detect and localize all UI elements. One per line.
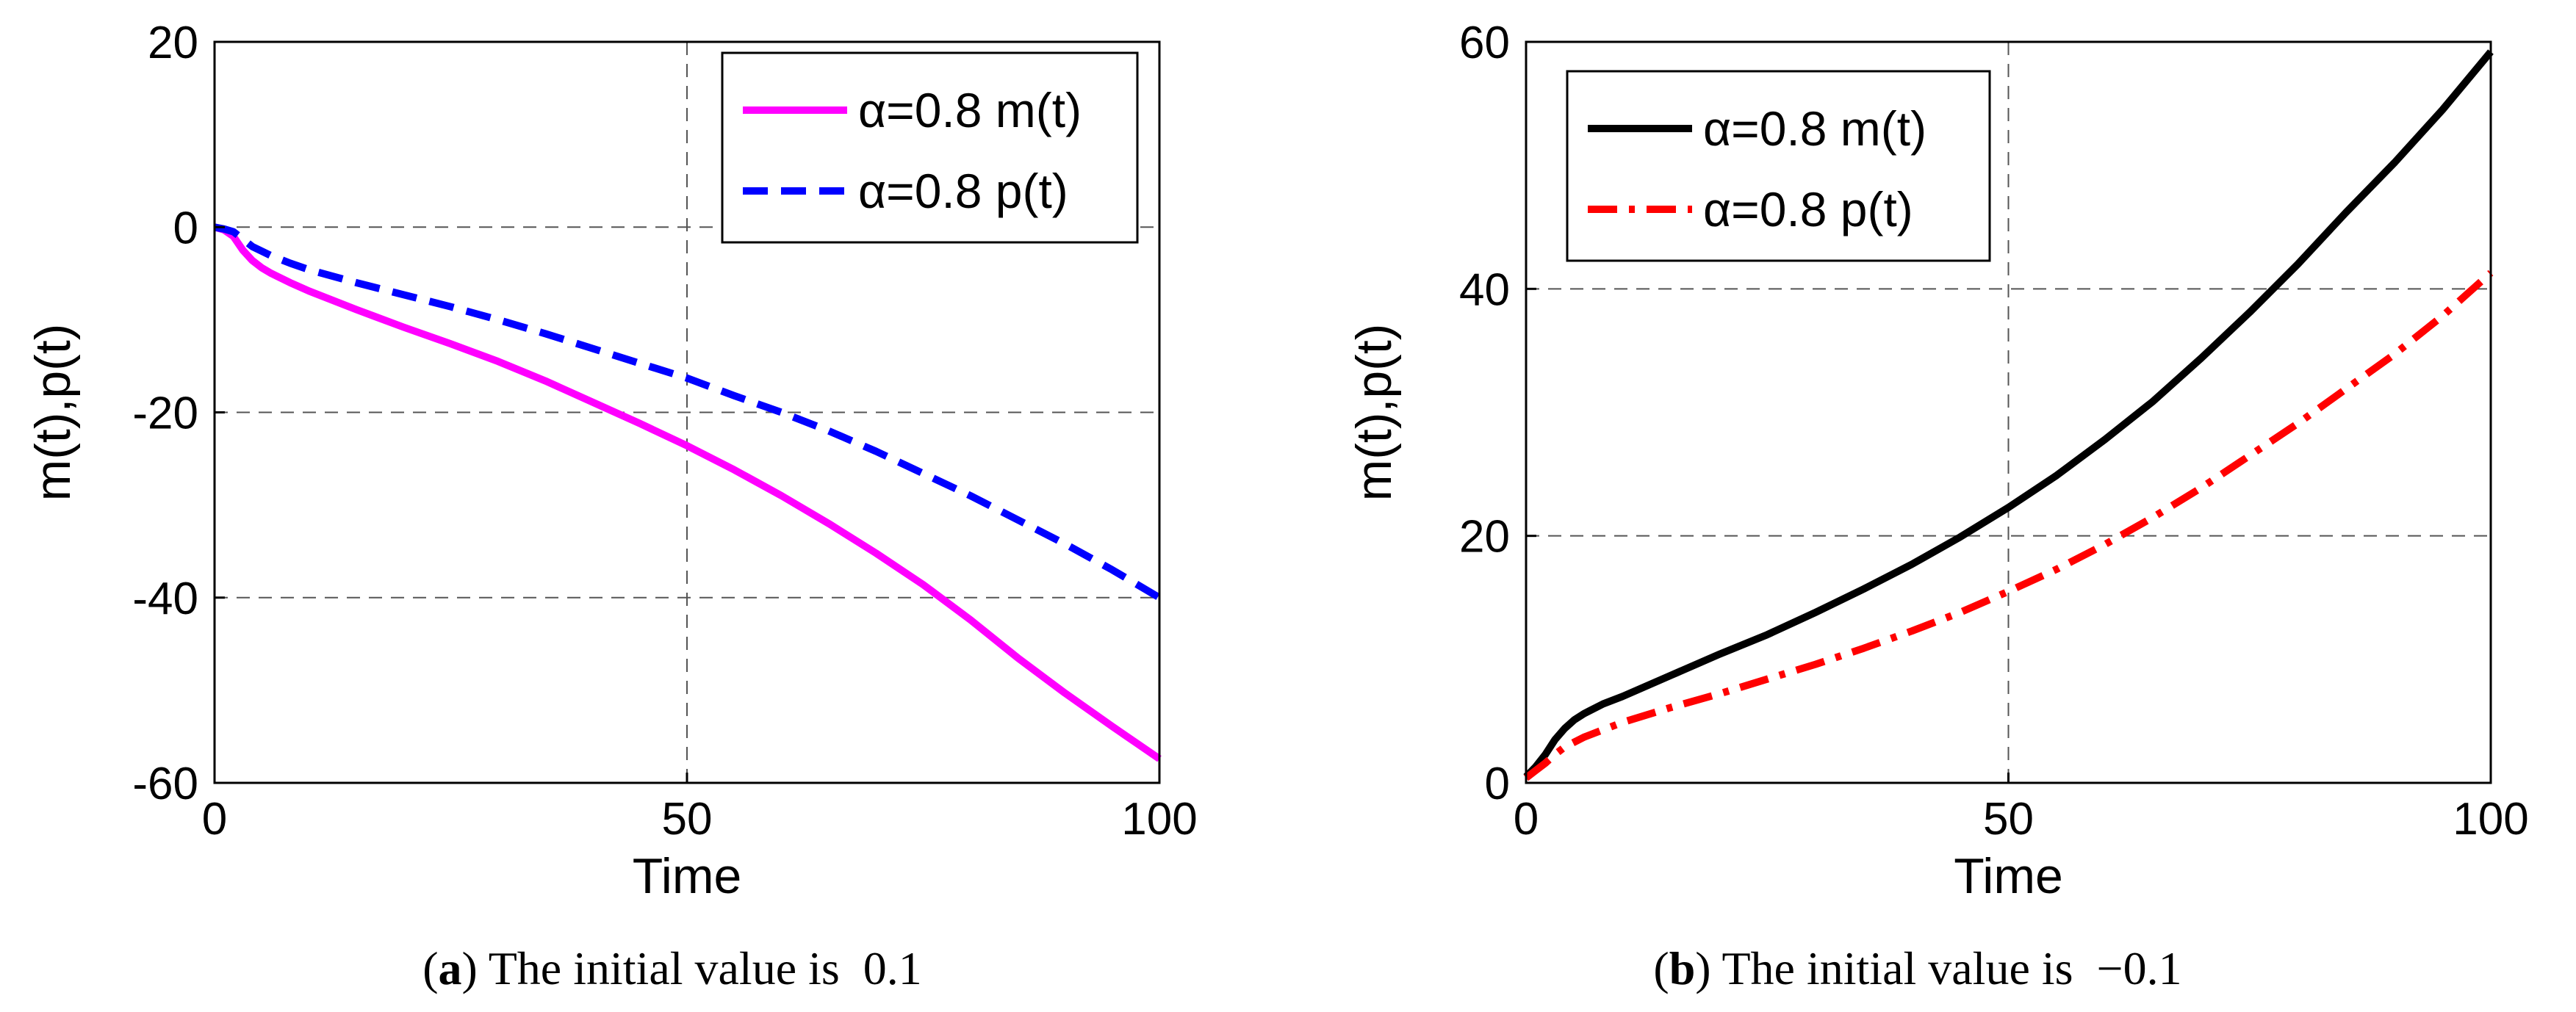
legend-label: α=0.8 m(t) [1703, 101, 1926, 156]
series-line-mt [213, 223, 1162, 762]
legend-box [1566, 70, 1991, 262]
panel-a: 0 50 100 -60 -40 -20 0 20 Time m(t),p(t) α=0.8 m(t… [25, 18, 1198, 904]
series-line-mt [1523, 49, 2494, 780]
y-tick-label: -40 [132, 574, 198, 624]
caption-a: (a) The initial value is 0.1 [422, 942, 922, 994]
y-tick-label: 20 [1459, 512, 1510, 563]
caption-b: (b) The initial value is −0.1 [1653, 942, 2181, 994]
legend-label: α=0.8 p(t) [858, 164, 1068, 218]
series-line-pt [1523, 270, 2494, 781]
legend: α=0.8 m(t) α=0.8 p(t) [1566, 70, 1991, 262]
x-tick-label: 0 [202, 794, 227, 845]
series-line-pt [214, 223, 1162, 601]
y-tick-label: 40 [1459, 264, 1510, 315]
x-tick-label: 50 [662, 794, 713, 845]
legend-label: α=0.8 p(t) [1703, 182, 1913, 236]
x-tick-label: 50 [1983, 794, 2034, 845]
x-tick-label: 100 [2453, 794, 2528, 845]
y-tick-label: 20 [148, 18, 198, 68]
y-axis-label: m(t),p(t) [25, 324, 81, 502]
y-axis-label: m(t),p(t) [1346, 324, 1402, 502]
y-tick-label: 60 [1459, 18, 1510, 68]
y-tick-label: 0 [1485, 759, 1510, 809]
y-tick-label: -20 [132, 388, 198, 439]
legend-box [721, 51, 1139, 244]
legend: α=0.8 m(t) α=0.8 p(t) [721, 51, 1139, 244]
x-axis-label: Time [1954, 848, 2063, 904]
x-tick-label: 0 [1514, 794, 1539, 845]
x-tick-label: 100 [1121, 794, 1197, 845]
y-tick-label: -60 [132, 759, 198, 809]
x-axis-label: Time [633, 848, 742, 904]
legend-label: α=0.8 m(t) [858, 83, 1082, 137]
y-tick-label: 0 [173, 203, 198, 253]
